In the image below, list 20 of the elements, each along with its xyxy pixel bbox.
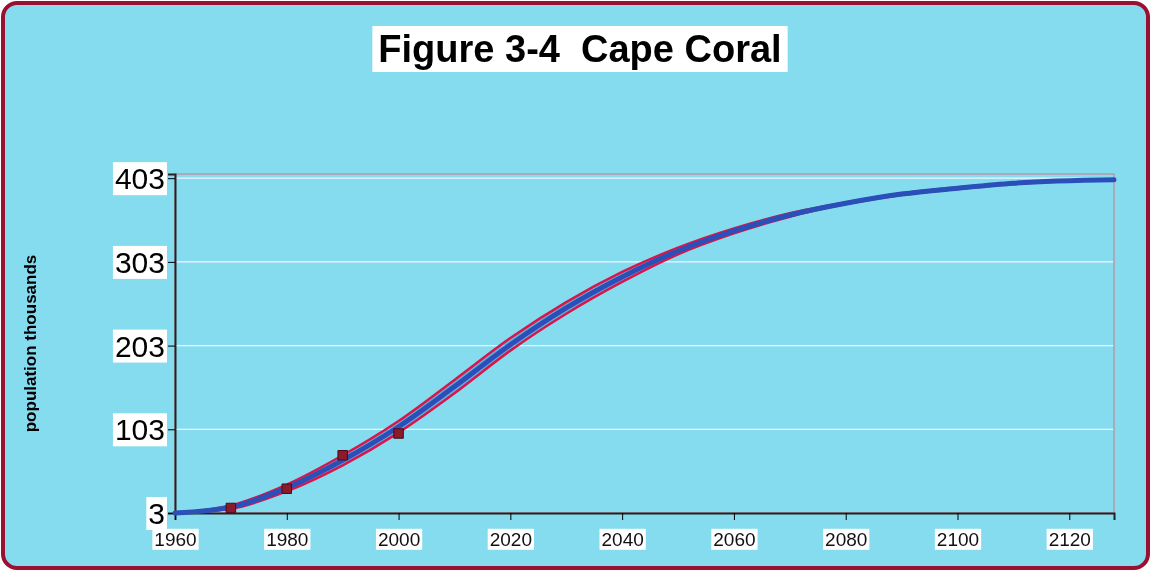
- point: [393, 428, 404, 439]
- point: [225, 502, 237, 514]
- x-tick-label: 2060: [713, 528, 756, 550]
- y-tick-label: 403: [114, 162, 165, 196]
- x-tick-label: 1980: [266, 528, 309, 550]
- chart-title: Figure 3-4 Cape Coral: [378, 28, 782, 70]
- point: [281, 483, 293, 494]
- x-tick-label: 2120: [1048, 528, 1091, 550]
- x-tick-label: 1960: [154, 528, 197, 550]
- x-tick-label: 2100: [936, 528, 980, 550]
- y-tick-label: 303: [114, 245, 165, 279]
- y-tick-label: 203: [114, 329, 165, 363]
- point: [337, 450, 348, 461]
- y-tick-label: 103: [114, 413, 165, 447]
- x-tick-label: 2000: [377, 528, 421, 550]
- y-tick-label: 3: [148, 497, 165, 530]
- x-tick-label: 2020: [489, 528, 532, 550]
- x-tick-label: 2080: [825, 528, 868, 550]
- x-tick-label: 2040: [601, 528, 644, 550]
- y-axis-title: population thousands: [21, 254, 40, 433]
